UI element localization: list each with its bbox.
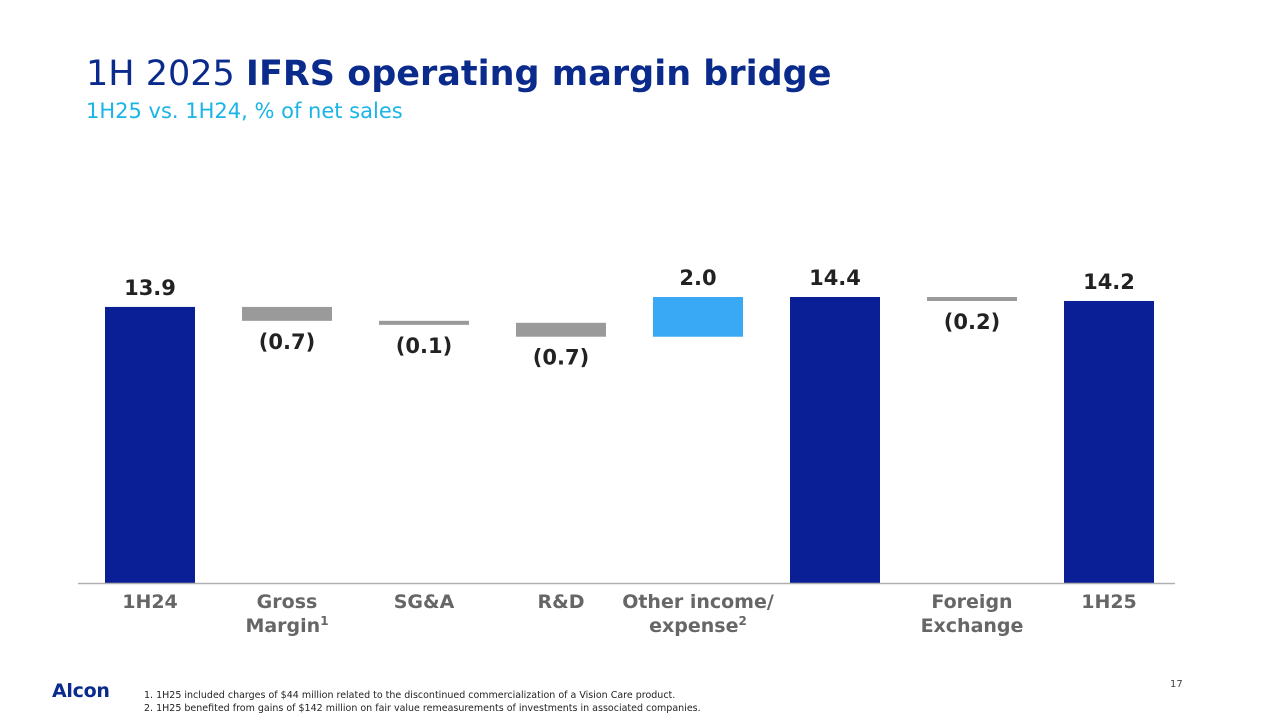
bar-4 [653,297,743,337]
data-label-6: (0.2) [944,310,1000,334]
bar-7 [1064,300,1154,583]
category-label-6-line2: Exchange [921,615,1024,637]
category-label-4-line2: expense2 [649,614,747,637]
footnote-marker-2: 2 [739,614,747,628]
bar-1 [242,306,332,321]
category-label-1: Gross [257,591,318,613]
data-label-7: 14.2 [1083,270,1135,294]
bar-6 [927,297,1017,301]
footnote-2: 2. 1H25 benefited from gains of $142 mil… [144,703,701,714]
bar-2 [379,320,469,325]
footnotes: 1. 1H25 included charges of $44 million … [144,689,701,715]
category-label-3: R&D [538,591,585,613]
page-number: 17 [1170,679,1183,690]
category-label-6: Foreign [931,591,1012,613]
category-label-1-line2: Margin1 [245,614,328,637]
title-bold: IFRS operating margin bridge [245,54,832,94]
data-label-0: 13.9 [124,276,176,300]
data-label-4: 2.0 [679,266,716,290]
bar-5 [790,297,880,583]
data-label-5: 14.4 [809,266,861,290]
title-prefix: 1H 2025 [86,54,246,94]
data-label-3: (0.7) [533,346,589,370]
footnote-marker-1: 1 [320,614,328,628]
data-label-1: (0.7) [259,330,315,354]
bar-0 [105,306,195,583]
page-title: 1H 2025 IFRS operating margin bridge [86,52,831,96]
category-label-4: Other income/ [622,591,774,613]
category-label-2: SG&A [394,591,455,613]
page-subtitle: 1H25 vs. 1H24, % of net sales [86,99,403,123]
category-label-0: 1H24 [122,591,178,613]
category-label-7: 1H25 [1081,591,1137,613]
data-label-2: (0.1) [396,334,452,358]
bar-3 [516,322,606,337]
alcon-logo: Alcon [52,680,110,702]
footnote-1: 1. 1H25 included charges of $44 million … [144,690,676,701]
